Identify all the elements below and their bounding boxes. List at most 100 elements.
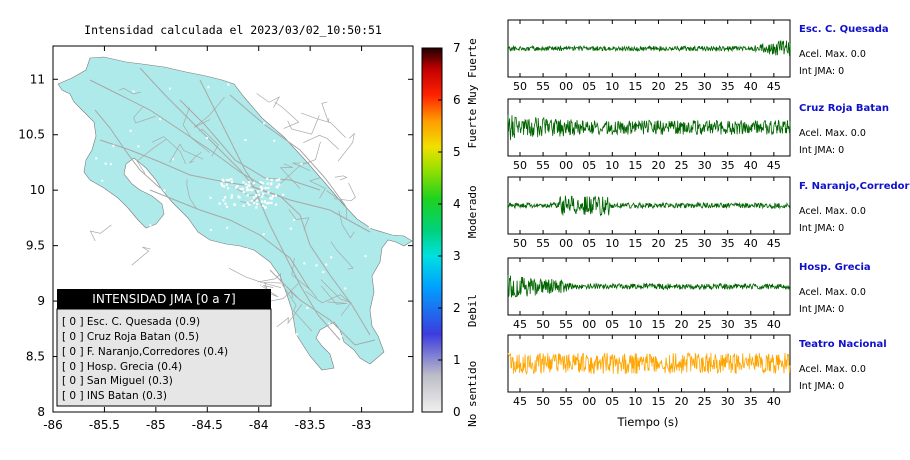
waveform-trace xyxy=(507,114,791,141)
town-marker xyxy=(220,184,224,187)
town-marker xyxy=(267,191,270,194)
waveform-trace xyxy=(507,40,791,56)
waveform-tick-label: 15 xyxy=(628,80,642,93)
road-line xyxy=(182,107,210,153)
town-marker xyxy=(222,179,225,182)
waveform-tick-label: 20 xyxy=(651,159,665,172)
station-acel-max: Acel. Max. 0.0 xyxy=(799,49,866,60)
road-line xyxy=(258,273,282,283)
waveform-tick-label: 25 xyxy=(675,237,689,250)
town-marker xyxy=(230,180,234,184)
road-line xyxy=(240,194,261,204)
waveform-tick-label: 00 xyxy=(559,159,573,172)
town-marker xyxy=(309,82,312,85)
x-tick-label: -84.5 xyxy=(192,418,223,432)
town-marker xyxy=(363,163,366,166)
waveform-tick-label: 10 xyxy=(605,237,619,250)
colorbar-tick-label: 7 xyxy=(453,41,461,55)
town-marker xyxy=(274,194,277,197)
waveform-trace xyxy=(507,195,790,217)
y-tick-label: 10.5 xyxy=(18,128,45,142)
map-title: Intensidad calculada el 2023/03/02_10:50… xyxy=(84,23,382,37)
waveform-tick-label: 45 xyxy=(513,318,527,331)
colorbar-ticks: 0 1 2 3 4 5 6 7 xyxy=(438,41,461,419)
road-line xyxy=(118,87,141,95)
town-marker xyxy=(113,246,116,249)
town-marker xyxy=(172,158,175,161)
waveform-panels: 50 55 00 05 10 15 20 25 30 35 40 45 Esc. C. Quesada A… xyxy=(507,19,910,408)
station-name: Teatro Nacional xyxy=(799,339,887,350)
colorbar-category-label: No sentido xyxy=(466,361,479,427)
town-marker xyxy=(259,185,263,189)
waveform-tick-label: 15 xyxy=(651,395,665,408)
town-marker xyxy=(262,192,265,195)
town-marker xyxy=(365,208,368,211)
road-line xyxy=(229,94,346,206)
town-marker xyxy=(262,233,265,236)
town-marker xyxy=(270,182,273,185)
road-line xyxy=(303,134,339,150)
legend-item: [ 0 ] Esc. C. Quesada (0.9) xyxy=(62,316,200,328)
waveform-tick-label: 15 xyxy=(651,318,665,331)
road-line xyxy=(169,143,204,163)
legend-item: [ 0 ] Cruz Roja Batan (0.5) xyxy=(62,331,199,343)
waveform-panel: 45 50 55 00 05 10 15 20 25 30 35 40 Teatro Nacional A… xyxy=(507,334,887,408)
waveform-tick-label: 05 xyxy=(582,237,596,250)
waveform-tick-label: 25 xyxy=(675,159,689,172)
road-network xyxy=(89,67,376,346)
road-line xyxy=(308,177,326,199)
town-marker xyxy=(256,190,260,193)
town-marker xyxy=(224,202,227,205)
town-marker xyxy=(278,178,281,181)
road-line xyxy=(301,112,346,138)
waveform-tick-label: 35 xyxy=(744,395,758,408)
town-marker xyxy=(93,233,96,236)
road-line xyxy=(320,285,348,305)
town-marker xyxy=(255,206,258,209)
town-marker xyxy=(340,335,343,338)
waveform-tick-label: 35 xyxy=(721,80,735,93)
town-marker xyxy=(277,92,280,95)
town-marker xyxy=(271,107,274,110)
y-tick-label: 10 xyxy=(30,183,45,197)
town-marker xyxy=(266,182,269,185)
town-marker xyxy=(258,266,261,269)
town-marker xyxy=(344,287,347,290)
road-line xyxy=(139,67,371,233)
town-marker xyxy=(132,90,135,93)
y-tick-label: 9 xyxy=(37,294,45,308)
waveform-tick-label: 55 xyxy=(559,395,573,408)
town-marker xyxy=(255,199,259,202)
road-line xyxy=(337,132,355,162)
town-marker xyxy=(260,189,263,192)
town-marker xyxy=(295,333,298,336)
legend-item: [ 0 ] San Miguel (0.3) xyxy=(62,375,173,387)
town-marker xyxy=(274,203,278,206)
town-marker xyxy=(315,264,318,267)
town-marker xyxy=(289,227,292,230)
town-marker xyxy=(109,163,112,166)
road-line xyxy=(338,210,355,239)
waveform-tick-label: 55 xyxy=(536,159,550,172)
station-acel-max: Acel. Max. 0.0 xyxy=(799,364,866,375)
waveform-tick-label: 25 xyxy=(698,395,712,408)
town-marker xyxy=(322,271,325,274)
town-marker xyxy=(305,130,308,133)
town-marker xyxy=(225,183,228,186)
town-marker xyxy=(239,187,242,190)
waveform-tick-label: 40 xyxy=(744,80,758,93)
waveform-tick-label: 40 xyxy=(767,318,781,331)
town-marker xyxy=(242,181,245,184)
colorbar-category-label: Moderado xyxy=(466,185,479,238)
road-line xyxy=(326,190,348,219)
town-marker xyxy=(303,262,306,265)
town-marker xyxy=(253,201,256,204)
town-marker xyxy=(263,122,266,125)
road-line xyxy=(136,138,167,174)
station-int-jma: Int JMA: 0 xyxy=(799,381,844,392)
town-marker xyxy=(126,172,129,175)
station-int-jma: Int JMA: 0 xyxy=(799,304,844,315)
town-marker xyxy=(275,179,278,182)
town-marker xyxy=(259,274,262,277)
town-marker xyxy=(263,200,266,204)
